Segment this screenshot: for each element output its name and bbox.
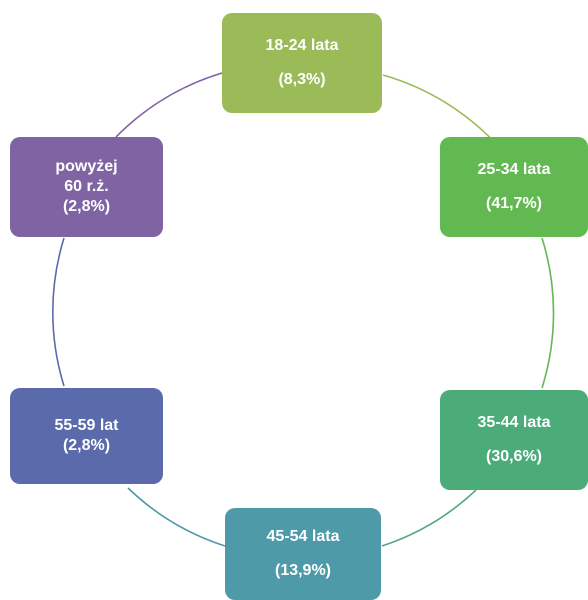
node-18-24: 18-24 lata (8,3%) [222, 13, 382, 113]
connector-arc-55-59-to-60 [51, 237, 65, 387]
node-label: 55-59 lat [54, 417, 119, 434]
node-label: 25-34 lata [477, 161, 551, 178]
connector-arc-45-54-to-55-59 [127, 487, 226, 547]
node-55-59: 55-59 lat (2,8%) [10, 388, 163, 484]
node-60-plus: powyżej 60 r.ż. (2,8%) [10, 137, 163, 237]
connector-arc-60-to-18-24 [115, 72, 223, 138]
connector-arc-35-44-to-45-54 [381, 489, 477, 547]
node-45-54: 45-54 lata (13,9%) [225, 508, 381, 600]
node-value: (8,3%) [278, 71, 326, 88]
connector-arc-25-34-to-35-44 [541, 237, 555, 389]
node-label: powyżej [55, 158, 118, 175]
node-label-line2: 60 r.ż. [64, 178, 109, 195]
node-value: (2,8%) [62, 437, 111, 454]
node-label: 35-44 lata [477, 414, 551, 431]
node-value: (2,8%) [62, 198, 111, 215]
node-value: (41,7%) [485, 195, 543, 212]
node-label: 18-24 lata [265, 37, 339, 54]
node-25-34: 25-34 lata (41,7%) [440, 137, 588, 237]
node-label: 45-54 lata [266, 528, 340, 545]
node-35-44: 35-44 lata (30,6%) [440, 390, 588, 490]
node-value: (30,6%) [485, 448, 543, 465]
node-value: (13,9%) [274, 562, 332, 579]
